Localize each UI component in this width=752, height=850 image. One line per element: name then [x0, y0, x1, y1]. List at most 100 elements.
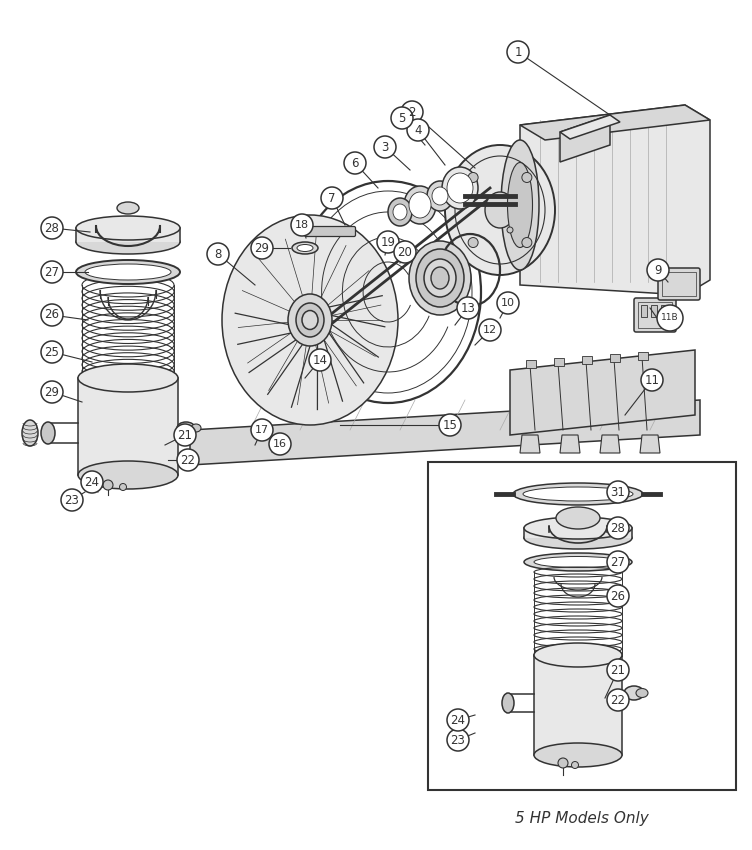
Bar [638, 302, 672, 328]
Ellipse shape [85, 264, 171, 280]
FancyBboxPatch shape [305, 226, 356, 236]
Ellipse shape [76, 216, 180, 240]
Circle shape [269, 433, 291, 455]
Ellipse shape [534, 743, 622, 767]
Text: 21: 21 [611, 664, 626, 677]
Text: 7: 7 [329, 191, 335, 205]
Text: 4: 4 [414, 123, 422, 137]
Text: 5 HP Models Only: 5 HP Models Only [515, 811, 649, 825]
Ellipse shape [292, 242, 318, 254]
Ellipse shape [22, 420, 38, 446]
Text: 26: 26 [611, 590, 626, 603]
Circle shape [447, 729, 469, 751]
Ellipse shape [501, 140, 539, 270]
Polygon shape [520, 105, 710, 295]
Circle shape [251, 237, 273, 259]
Circle shape [344, 152, 366, 174]
Ellipse shape [513, 483, 643, 505]
Text: 24: 24 [84, 475, 99, 489]
Text: 17: 17 [255, 425, 269, 435]
Circle shape [407, 119, 429, 141]
Ellipse shape [416, 249, 464, 307]
Ellipse shape [502, 693, 514, 713]
Ellipse shape [432, 187, 448, 205]
Bar [662, 272, 696, 296]
Polygon shape [600, 435, 620, 453]
Polygon shape [190, 400, 700, 465]
Polygon shape [78, 378, 178, 475]
Circle shape [374, 136, 396, 158]
Circle shape [507, 227, 513, 233]
Bar [661, 305, 667, 317]
Text: 28: 28 [611, 522, 626, 535]
Circle shape [120, 484, 126, 490]
Text: 12: 12 [483, 325, 497, 335]
Text: 23: 23 [65, 494, 80, 507]
Circle shape [507, 41, 529, 63]
Ellipse shape [523, 487, 633, 501]
Ellipse shape [222, 215, 398, 425]
Circle shape [572, 762, 578, 768]
Circle shape [177, 449, 199, 471]
Circle shape [41, 217, 63, 239]
Circle shape [457, 297, 479, 319]
Ellipse shape [41, 422, 55, 444]
Ellipse shape [117, 202, 139, 214]
Text: 15: 15 [443, 418, 457, 432]
Ellipse shape [534, 643, 622, 667]
Polygon shape [560, 115, 610, 162]
Circle shape [607, 517, 629, 539]
Circle shape [479, 319, 501, 341]
Polygon shape [510, 350, 695, 435]
Bar [638, 352, 648, 360]
Text: 28: 28 [44, 222, 59, 235]
Circle shape [497, 292, 519, 314]
Circle shape [174, 424, 196, 446]
Ellipse shape [302, 310, 318, 330]
Text: 5: 5 [399, 111, 405, 124]
Ellipse shape [388, 198, 412, 226]
Circle shape [641, 369, 663, 391]
Circle shape [607, 689, 629, 711]
Polygon shape [76, 228, 180, 242]
Ellipse shape [524, 553, 632, 571]
Circle shape [309, 349, 331, 371]
Ellipse shape [393, 204, 407, 220]
Circle shape [607, 585, 629, 607]
Bar [526, 360, 536, 368]
Circle shape [41, 381, 63, 403]
Ellipse shape [409, 192, 431, 218]
Ellipse shape [636, 688, 648, 698]
Ellipse shape [191, 424, 201, 432]
Ellipse shape [424, 259, 456, 297]
Circle shape [207, 243, 229, 265]
Polygon shape [534, 655, 622, 755]
Ellipse shape [427, 181, 453, 211]
Circle shape [657, 305, 683, 331]
Text: 14: 14 [313, 354, 328, 366]
Text: 16: 16 [273, 439, 287, 449]
Text: 25: 25 [44, 345, 59, 359]
Circle shape [391, 107, 413, 129]
Circle shape [394, 241, 416, 263]
Circle shape [447, 709, 469, 731]
Ellipse shape [404, 186, 436, 224]
Text: 24: 24 [450, 713, 465, 727]
Bar [582, 356, 592, 364]
Circle shape [468, 237, 478, 247]
Text: 19: 19 [381, 235, 396, 248]
Circle shape [103, 480, 113, 490]
Circle shape [377, 231, 399, 253]
Ellipse shape [534, 557, 622, 568]
Circle shape [251, 419, 273, 441]
Text: 13: 13 [460, 302, 475, 314]
Text: 29: 29 [254, 241, 269, 254]
Circle shape [41, 341, 63, 363]
Ellipse shape [447, 173, 473, 203]
Text: 29: 29 [44, 386, 59, 399]
Ellipse shape [78, 364, 178, 392]
Polygon shape [560, 435, 580, 453]
Text: 31: 31 [611, 485, 626, 498]
Text: 18: 18 [295, 220, 309, 230]
Ellipse shape [76, 230, 180, 254]
